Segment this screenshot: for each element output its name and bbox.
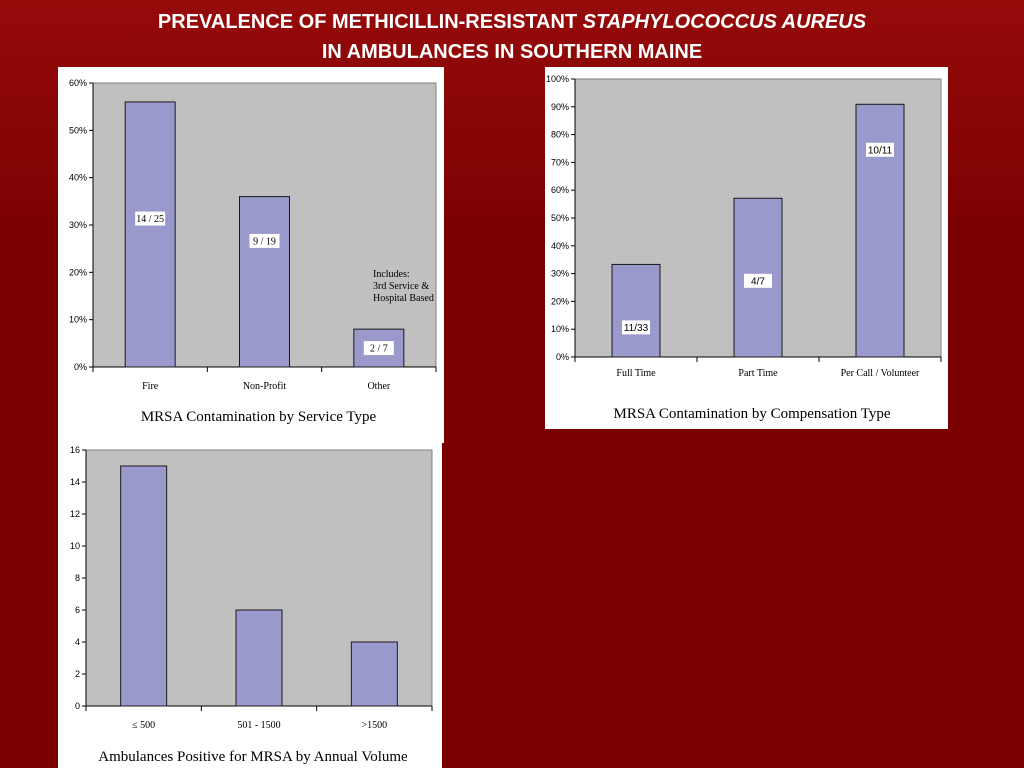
bar — [350, 641, 398, 707]
x-category-label: 501 - 1500 — [237, 720, 280, 731]
y-tick-label: 0% — [74, 362, 87, 372]
x-category-label: Fire — [142, 381, 159, 392]
data-label: 11/33 — [624, 323, 649, 334]
chart-compensation-type: 0% 10% 20% 30% 40% 50% 60% 70% 80% 90% 100% Full Ti… — [546, 74, 942, 422]
x-category-label: Per Call / Volunteer — [841, 368, 920, 379]
chart-panel-service-type: 0% 10% 20% 30% 40% 50% 60% Fire 14 / 25 Non-Profi… — [58, 67, 444, 443]
y-tick-label: 0% — [556, 352, 569, 362]
data-label: 2 / 7 — [370, 344, 388, 355]
bar — [124, 101, 176, 368]
chart-title: MRSA Contamination by Compensation Type — [613, 406, 890, 422]
data-label-box — [866, 142, 894, 157]
slide-title-line-2: IN AMBULANCES IN SOUTHERN MAINE — [321, 41, 703, 63]
y-tick-label: 40% — [69, 173, 87, 183]
data-label-box — [363, 341, 394, 356]
y-tick-label: 10% — [69, 315, 87, 325]
x-category-label: Non-Profit — [243, 381, 287, 392]
y-tick-label: 10% — [551, 324, 569, 334]
x-category-label: ≤ 500 — [132, 720, 155, 731]
slide-title-prefix: PREVALENCE OF METHICILLIN-RESISTANT — [157, 11, 583, 33]
bar — [235, 609, 283, 707]
y-tick-label: 50% — [551, 213, 569, 223]
chart-title: Ambulances Positive for MRSA by Annual V… — [98, 749, 408, 765]
slide-title-organism: STAPHYLOCOCCUS AUREUS — [582, 11, 867, 33]
slide-title-line-1: PREVALENCE OF METHICILLIN-RESISTANT STAP… — [0, 10, 1024, 34]
y-tick-label: 60% — [69, 78, 87, 88]
y-tick-label: 2 — [75, 669, 80, 679]
y-tick-label: 16 — [70, 445, 80, 455]
y-tick-label: 12 — [70, 509, 80, 519]
y-tick-label: 6 — [75, 605, 80, 615]
y-tick-label: 14 — [70, 477, 80, 487]
bar — [120, 465, 168, 707]
y-tick-label: 50% — [69, 125, 87, 135]
y-tick-label: 0 — [75, 701, 80, 711]
y-tick-label: 20% — [69, 267, 87, 277]
y-tick-label: 20% — [551, 296, 569, 306]
bar — [611, 263, 661, 358]
y-tick-label: 30% — [551, 269, 569, 279]
y-tick-label: 80% — [551, 130, 569, 140]
y-tick-label: 10 — [70, 541, 80, 551]
x-category-label: Part Time — [738, 368, 778, 379]
annotation-note: Hospital Based — [373, 293, 434, 304]
data-label-box — [135, 211, 166, 226]
data-label: 14 / 25 — [136, 214, 164, 225]
bar — [855, 103, 905, 358]
x-category-label: Full Time — [616, 368, 656, 379]
y-tick-label: 4 — [75, 637, 80, 647]
data-label: 4/7 — [751, 276, 765, 287]
y-tick-label: 100% — [546, 74, 569, 84]
annotation-note: 3rd Service & — [373, 281, 429, 292]
y-tick-label: 40% — [551, 241, 569, 251]
y-tick-label: 30% — [69, 220, 87, 230]
chart-panel-annual-volume: 0 2 4 6 8 10 12 14 16 ≤ 500 501 - 1500 >1500 Ambulan… — [58, 443, 442, 768]
y-tick-label: 70% — [551, 157, 569, 167]
annotation-note: Includes: — [373, 269, 410, 280]
data-label-box — [744, 273, 772, 288]
chart-panel-compensation-type: 0% 10% 20% 30% 40% 50% 60% 70% 80% 90% 100% Full Ti… — [545, 67, 948, 429]
x-category-label: >1500 — [362, 720, 388, 731]
y-tick-label: 60% — [551, 185, 569, 195]
chart-annual-volume: 0 2 4 6 8 10 12 14 16 ≤ 500 501 - 1500 >1500 Ambulan… — [70, 445, 433, 765]
x-category-label: Other — [367, 381, 390, 392]
y-tick-label: 90% — [551, 102, 569, 112]
y-tick-label: 8 — [75, 573, 80, 583]
data-label-box — [249, 233, 280, 248]
chart-title: MRSA Contamination by Service Type — [141, 409, 377, 425]
chart-service-type: 0% 10% 20% 30% 40% 50% 60% Fire 14 / 25 Non-Profi… — [69, 78, 437, 425]
data-label: 9 / 19 — [253, 236, 276, 247]
bar — [239, 196, 290, 368]
data-label: 10/11 — [868, 145, 893, 156]
data-label-box — [622, 320, 650, 335]
